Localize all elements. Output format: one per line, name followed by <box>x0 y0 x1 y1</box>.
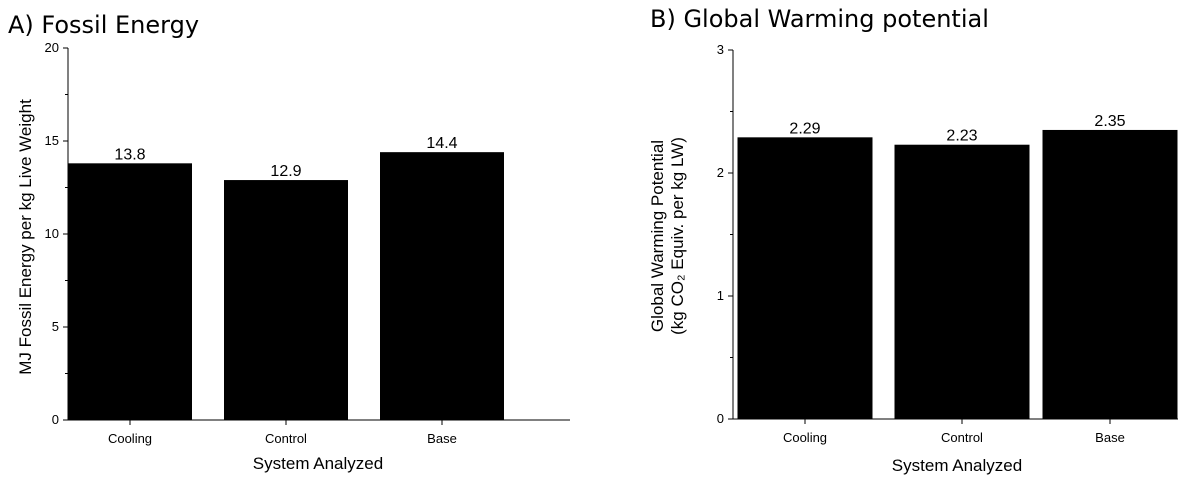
x-tick-label-base: Base <box>427 431 457 446</box>
bar-control <box>894 144 1030 419</box>
y-axis-title-a: MJ Fossil Energy per kg Live Weight <box>16 99 35 375</box>
x-axis-ticks-b: Cooling Control Base <box>783 419 1125 445</box>
x-axis-ticks-a: Cooling Control Base <box>108 420 457 446</box>
bar-base <box>380 152 504 420</box>
data-label-base: 14.4 <box>426 135 457 152</box>
bar-cooling <box>68 163 192 420</box>
y-axis-ticks-b: 0 1 2 3 <box>717 42 733 426</box>
y-tick-label: 0 <box>717 411 724 426</box>
bar-base <box>1042 129 1178 419</box>
data-label-base: 2.35 <box>1094 113 1125 130</box>
y-tick-label: 2 <box>717 165 724 180</box>
x-tick-label-base: Base <box>1095 430 1125 445</box>
data-label-control: 2.23 <box>946 128 977 145</box>
x-axis-title-b: System Analyzed <box>892 456 1022 475</box>
y-tick-label: 3 <box>717 42 724 57</box>
data-label-control: 12.9 <box>270 163 301 180</box>
y-tick-label: 0 <box>52 412 59 427</box>
y-tick-label: 15 <box>45 133 59 148</box>
chart-title-a: A) Fossil Energy <box>8 11 199 39</box>
chart-title-b: B) Global Warming potential <box>650 5 989 33</box>
x-tick-label-cooling: Cooling <box>783 430 827 445</box>
y-tick-label: 5 <box>52 319 59 334</box>
y-tick-label: 10 <box>45 226 59 241</box>
y-axis-ticks-a: 0 5 10 15 20 <box>45 40 68 427</box>
data-label-cooling: 13.8 <box>114 146 145 163</box>
chart-panel-fossil-energy: A) Fossil Energy 0 5 10 15 20 13.8 12.9 14.4 C… <box>8 11 570 473</box>
bars-b: 2.29 2.23 2.35 <box>737 113 1178 419</box>
bar-control <box>224 180 348 420</box>
x-tick-label-control: Control <box>265 431 307 446</box>
y-axis-title-b-line1: Global Warming Potential <box>648 140 667 332</box>
x-tick-label-cooling: Cooling <box>108 431 152 446</box>
bar-cooling <box>737 137 873 419</box>
x-axis-title-a: System Analyzed <box>253 454 383 473</box>
y-tick-label: 1 <box>717 288 724 303</box>
bars-a: 13.8 12.9 14.4 <box>68 135 504 420</box>
y-tick-label: 20 <box>45 40 59 55</box>
y-axis-title-b-line2: (kg CO₂ Equiv. per kg LW) <box>668 137 687 335</box>
data-label-cooling: 2.29 <box>789 120 820 137</box>
x-tick-label-control: Control <box>941 430 983 445</box>
